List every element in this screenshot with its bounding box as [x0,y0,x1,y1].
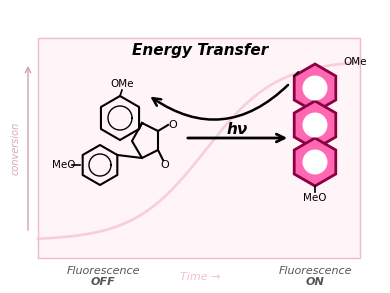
Text: MeO: MeO [303,193,327,203]
Text: OFF: OFF [90,277,115,287]
Text: Fluorescence: Fluorescence [278,266,352,276]
Text: conversion: conversion [11,121,21,175]
Polygon shape [294,138,336,186]
Polygon shape [294,64,336,112]
Text: Energy Transfer: Energy Transfer [132,42,268,57]
Circle shape [303,76,328,100]
Polygon shape [294,101,336,149]
Circle shape [303,149,328,174]
Text: OMe: OMe [110,79,134,89]
Text: hν: hν [226,122,248,137]
Text: O: O [161,160,169,170]
Text: Fluorescence: Fluorescence [66,266,140,276]
Text: MeO: MeO [52,160,76,170]
Text: O: O [168,120,177,130]
Circle shape [303,113,328,137]
Text: Time →: Time → [180,272,220,282]
FancyBboxPatch shape [38,38,360,258]
Text: OMe: OMe [343,57,367,67]
Text: ON: ON [306,277,324,287]
